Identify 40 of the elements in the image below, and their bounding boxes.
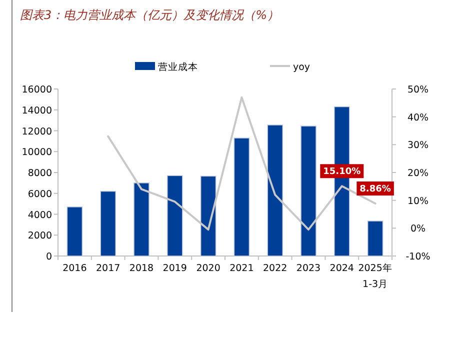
y2-tick-label: -10% — [406, 252, 430, 262]
bar — [134, 182, 150, 256]
x-tick-label: 2017 — [96, 263, 120, 274]
y-tick-label: 16000 — [22, 84, 52, 96]
data-label: 8.86% — [360, 184, 391, 195]
y-tick-label: 0 — [46, 252, 52, 262]
y-tick-label: 8000 — [28, 168, 52, 179]
bar — [200, 176, 216, 256]
x-tick-label: 2018 — [129, 263, 154, 274]
legend-label: 营业成本 — [158, 61, 198, 73]
y-tick-label: 10000 — [22, 147, 52, 158]
x-tick-label: 2016 — [62, 263, 87, 274]
x-tick-label: 2025年1-3月 — [358, 262, 392, 290]
data-label: 15.10% — [323, 167, 361, 178]
y-tick-label: 4000 — [28, 210, 52, 221]
y-tick-label: 2000 — [28, 230, 52, 242]
bar — [267, 124, 284, 256]
y-tick-label: 14000 — [22, 105, 52, 116]
x-tick-label: 2021 — [230, 263, 254, 274]
x-tick-label: 2019 — [162, 263, 187, 274]
x-tick-label: 2022 — [263, 263, 288, 274]
chart-title: 图表3：电力营业成本（亿元）及变化情况（%） — [20, 8, 280, 22]
y2-tick-label: 40% — [407, 112, 429, 124]
y2-tick-label: 30% — [407, 140, 429, 152]
bar — [66, 206, 83, 256]
y2-tick-label: 10% — [407, 196, 429, 207]
y2-tick-label: 50% — [407, 84, 429, 96]
bar — [300, 126, 316, 256]
y2-tick-label: 20% — [407, 168, 429, 179]
bar — [166, 175, 183, 256]
y-tick-label: 12000 — [22, 126, 52, 138]
y2-tick-label: 0% — [410, 224, 426, 235]
bar — [100, 190, 116, 256]
legend-label: yoy — [293, 62, 310, 73]
bar — [234, 138, 250, 256]
x-tick-label: 2024 — [330, 263, 354, 274]
x-tick-label: 2023 — [296, 263, 321, 274]
x-tick-label: 2020 — [196, 263, 220, 274]
bar — [367, 220, 384, 256]
y-tick-label: 6000 — [28, 188, 52, 200]
